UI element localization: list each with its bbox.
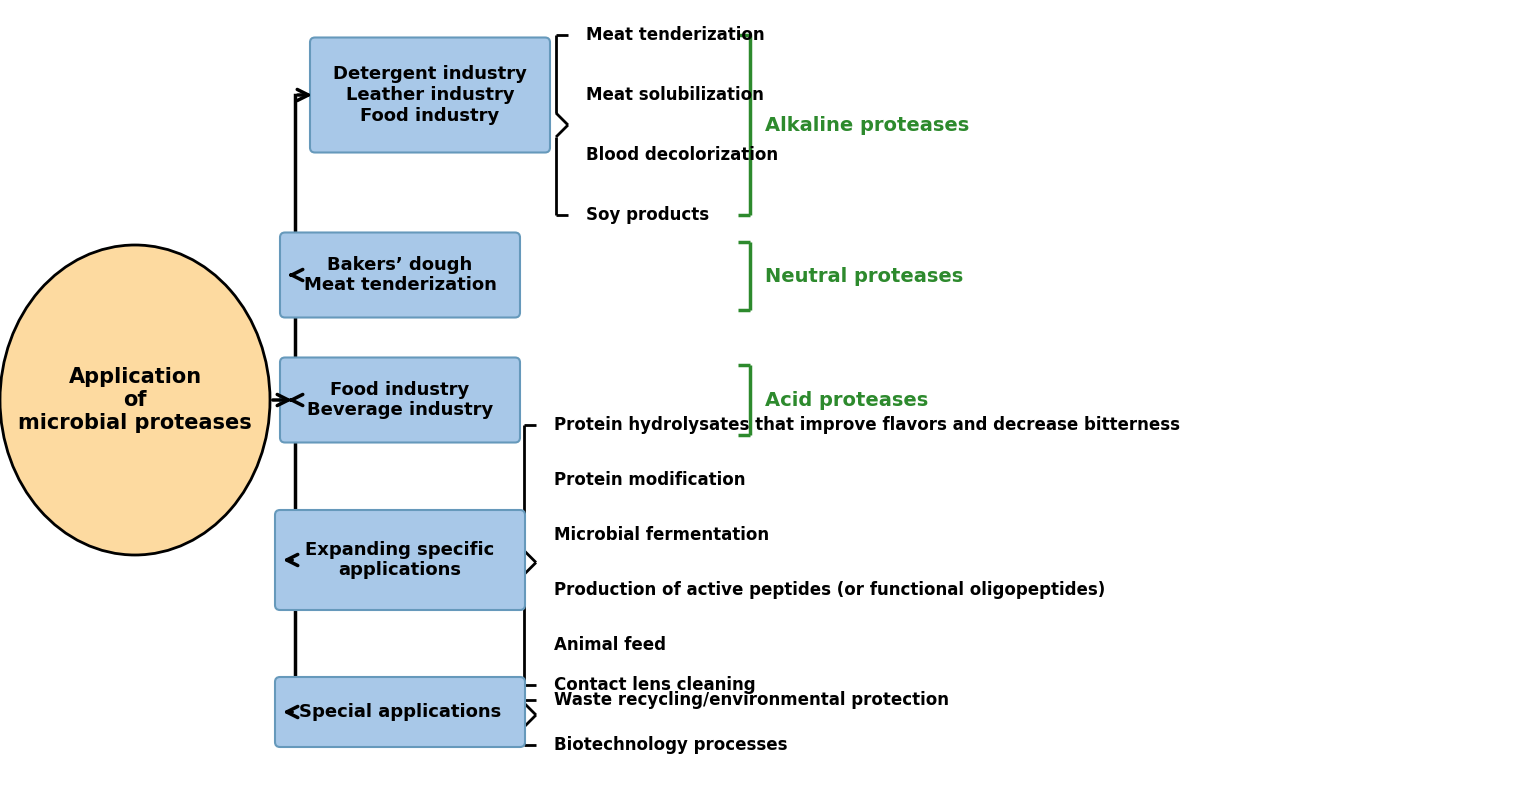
FancyBboxPatch shape (275, 677, 525, 747)
Text: Special applications: Special applications (300, 703, 501, 721)
Text: Waste recycling/environmental protection: Waste recycling/environmental protection (554, 691, 949, 709)
Text: Blood decolorization: Blood decolorization (587, 146, 779, 164)
FancyBboxPatch shape (280, 233, 521, 317)
Text: Production of active peptides (or functional oligopeptides): Production of active peptides (or functi… (554, 581, 1106, 599)
Text: Microbial fermentation: Microbial fermentation (554, 526, 770, 544)
Text: Meat solubilization: Meat solubilization (587, 86, 763, 104)
Ellipse shape (0, 245, 270, 555)
Text: Soy products: Soy products (587, 206, 710, 224)
Text: Acid proteases: Acid proteases (765, 391, 928, 409)
Text: Protein hydrolysates that improve flavors and decrease bitterness: Protein hydrolysates that improve flavor… (554, 416, 1180, 434)
Text: Neutral proteases: Neutral proteases (765, 267, 963, 286)
FancyBboxPatch shape (280, 357, 521, 443)
Text: Food industry
Beverage industry: Food industry Beverage industry (307, 380, 493, 420)
Text: Protein modification: Protein modification (554, 471, 745, 489)
Text: Biotechnology processes: Biotechnology processes (554, 736, 788, 754)
Text: Bakers’ dough
Meat tenderization: Bakers’ dough Meat tenderization (304, 256, 496, 294)
Text: Expanding specific
applications: Expanding specific applications (306, 540, 495, 579)
Text: Alkaline proteases: Alkaline proteases (765, 115, 969, 134)
Text: Application
of
microbial proteases: Application of microbial proteases (18, 367, 252, 433)
Text: Detergent industry
Leather industry
Food industry: Detergent industry Leather industry Food… (333, 65, 527, 125)
FancyBboxPatch shape (310, 38, 550, 152)
FancyBboxPatch shape (275, 510, 525, 610)
Text: Contact lens cleaning: Contact lens cleaning (554, 676, 756, 694)
Text: Meat tenderization: Meat tenderization (587, 26, 765, 44)
Text: Animal feed: Animal feed (554, 636, 667, 654)
